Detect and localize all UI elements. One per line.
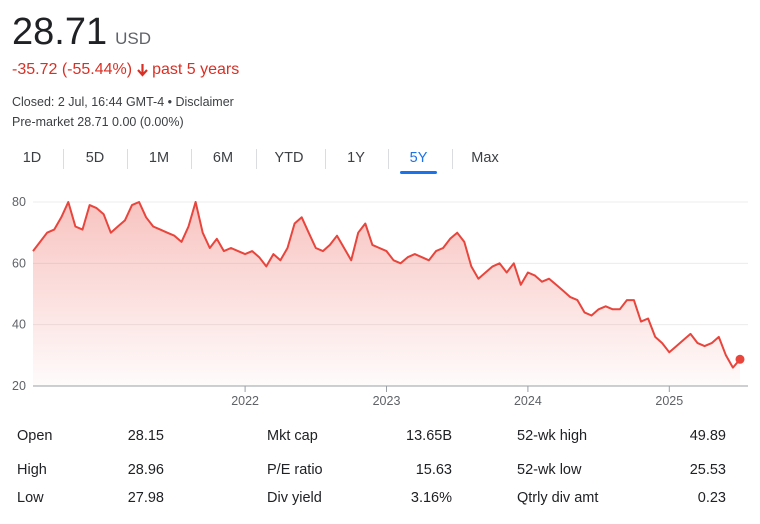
stat-label-div-yield: Div yield xyxy=(267,490,322,506)
price-chart[interactable]: 80 60 40 20 2022 2023 2024 2025 xyxy=(0,188,760,410)
tab-1y[interactable]: 1Y xyxy=(347,150,365,166)
price-change: -35.72 (-55.44%) past 5 years xyxy=(12,61,239,79)
tab-5y[interactable]: 5Y xyxy=(400,143,437,175)
closed-info: Closed: 2 Jul, 16:44 GMT-4 • Disclaimer xyxy=(12,95,234,109)
price-area-fill xyxy=(33,202,740,386)
stat-value-qtrly-div: 0.23 xyxy=(697,490,726,506)
stat-value-pe-ratio: 15.63 xyxy=(415,462,452,478)
y-tick-label: 80 xyxy=(12,195,26,209)
closed-time: Closed: 2 Jul, 16:44 GMT-4 xyxy=(12,95,165,109)
price-header: 28.71 USD xyxy=(12,10,151,54)
y-tick-label: 20 xyxy=(12,379,26,393)
tab-divider xyxy=(127,149,128,169)
x-tick-label: 2023 xyxy=(373,394,401,408)
stat-value-mkt-cap: 13.65B xyxy=(406,428,452,444)
stat-value-52wk-low: 25.53 xyxy=(689,462,726,478)
stat-label-pe-ratio: P/E ratio xyxy=(267,462,323,478)
tab-divider xyxy=(191,149,192,169)
disclaimer-link[interactable]: Disclaimer xyxy=(175,95,234,109)
last-price-marker xyxy=(735,354,745,364)
tab-divider xyxy=(452,149,453,169)
currency-label: USD xyxy=(115,29,151,48)
stat-value-div-yield: 3.16% xyxy=(410,490,452,506)
tab-divider xyxy=(388,149,389,169)
stat-label-52wk-low: 52-wk low xyxy=(517,462,582,478)
stat-label-mkt-cap: Mkt cap xyxy=(267,428,318,444)
stats-row: Open 28.15 Mkt cap 13.65B 52-wk high 49.… xyxy=(0,428,760,454)
stat-label-low: Low xyxy=(17,490,44,506)
y-tick-label: 40 xyxy=(12,318,26,332)
y-tick-label: 60 xyxy=(12,256,26,270)
tab-6m[interactable]: 6M xyxy=(212,150,234,166)
tab-1m[interactable]: 1M xyxy=(148,150,170,166)
change-value: -35.72 (-55.44%) xyxy=(12,61,133,78)
x-tick-label: 2025 xyxy=(655,394,683,408)
stat-value-open: 28.15 xyxy=(127,428,164,444)
current-price: 28.71 xyxy=(12,11,108,53)
stats-row: Low 27.98 Div yield 3.16% Qtrly div amt … xyxy=(0,490,760,516)
tab-5d[interactable]: 5D xyxy=(85,150,105,166)
x-tick-label: 2022 xyxy=(231,394,259,408)
tab-divider xyxy=(325,149,326,169)
stat-label-qtrly-div: Qtrly div amt xyxy=(517,490,599,506)
premarket-info: Pre-market 28.71 0.00 (0.00%) xyxy=(12,115,184,129)
price-line xyxy=(32,201,741,369)
tab-divider xyxy=(256,149,257,169)
tab-ytd[interactable]: YTD xyxy=(274,150,304,166)
stat-value-low: 27.98 xyxy=(127,490,164,506)
stat-label-high: High xyxy=(17,462,47,478)
stat-value-high: 28.96 xyxy=(127,462,164,478)
stat-label-52wk-high: 52-wk high xyxy=(517,428,588,444)
x-tick-label: 2024 xyxy=(514,394,542,408)
bullet-separator: • xyxy=(164,95,176,109)
stats-row: High 28.96 P/E ratio 15.63 52-wk low 25.… xyxy=(0,462,760,488)
range-tabs: 1D 5D 1M 6M YTD 1Y 5Y Max xyxy=(0,143,520,177)
arrow-down-icon xyxy=(137,63,148,77)
change-period: past 5 years xyxy=(152,61,240,78)
stat-label-open: Open xyxy=(17,428,53,444)
stat-value-52wk-high: 49.89 xyxy=(689,428,726,444)
tab-divider xyxy=(63,149,64,169)
tab-1d[interactable]: 1D xyxy=(22,150,42,166)
tab-max[interactable]: Max xyxy=(471,150,499,166)
